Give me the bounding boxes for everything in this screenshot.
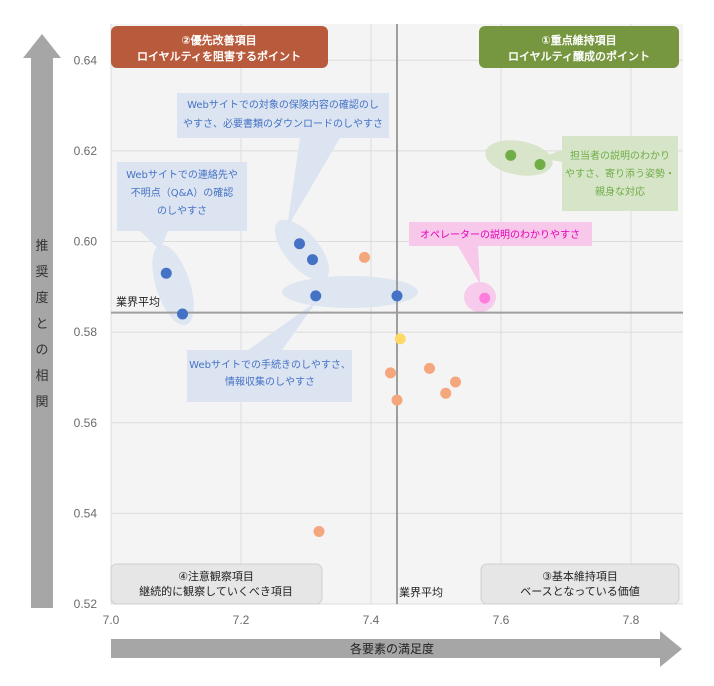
data-point-s0-0: [160, 267, 172, 279]
callout-web-contact-line: 不明点（Q&A）の確認: [131, 186, 234, 199]
x-tick-label: 7.2: [233, 613, 250, 627]
y-tick-labels: 0.52 0.54 0.56 0.58 0.60 0.62 0.64: [74, 53, 98, 611]
data-point-s3-4: [440, 387, 452, 399]
quadrant-q3-title: ③基本維持項目: [542, 569, 618, 583]
x-tick-label: 7.4: [363, 613, 380, 627]
callout-web-contact-line: Webサイトでの連絡先や: [126, 168, 238, 181]
data-point-s0-4: [310, 290, 322, 302]
data-point-s3-6: [313, 526, 325, 537]
callout-web-docs-line: やすさ、必要書類のダウンロードのしやすさ: [183, 117, 383, 130]
svg-text:推奨度との相関: 推奨度との相関: [35, 239, 48, 410]
data-point-s3-5: [450, 376, 461, 388]
callout-web-proc-line: Webサイトでの手続きのしやすさ、: [189, 358, 351, 371]
quadrant-q1-title: ①重点維持項目: [541, 33, 616, 47]
callout-web-proc: Webサイトでの手続きのしやすさ、情報収集のしやすさ: [189, 358, 351, 388]
quadrant-q3-subtitle: ベースとなっている価値: [520, 585, 640, 598]
data-point-s0-3: [307, 254, 318, 266]
quadrant-q3-box: [480, 563, 680, 605]
pointer-staff: [540, 150, 562, 162]
quadrant-q2-title: ②優先改善項目: [181, 33, 256, 47]
quadrant-q1: ①重点維持項目 ロイヤルティ醸成のポイント: [479, 26, 679, 68]
data-point-s0-5: [391, 290, 403, 302]
y-tick-label: 0.62: [74, 144, 98, 158]
x-tick-labels: 7.0 7.2 7.4 7.6 7.8: [103, 613, 640, 627]
x-average-label: 業界平均: [399, 586, 443, 599]
data-point-s3-2: [391, 394, 403, 406]
callout-box-web-docs: [177, 93, 389, 138]
quadrant-q3: ③基本維持項目 ベースとなっている価値: [480, 563, 680, 605]
y-axis-label: 推奨度との相関: [35, 239, 48, 410]
data-point-s3-1: [385, 367, 396, 379]
quadrant-labels: ②優先改善項目 ロイヤルティを阻害するポイント ①重点維持項目 ロイヤルティ醸成…: [110, 26, 680, 605]
y-tick-label: 0.56: [74, 416, 98, 430]
data-point-s1-0: [505, 149, 517, 161]
data-point-s3-0: [359, 251, 370, 263]
callout-box-web-contact: [117, 162, 247, 231]
x-tick-label: 7.6: [493, 613, 510, 627]
y-tick-label: 0.52: [74, 597, 98, 611]
callout-web-docs-line: Webサイトでの対象の保険内容の確認のし: [187, 98, 379, 111]
callout-web-contact-line: のしやすさ: [157, 205, 207, 217]
data-point-s1-1: [534, 158, 546, 170]
y-tick-label: 0.54: [74, 506, 98, 520]
ellipse-web-docs: [274, 219, 330, 281]
quadrant-q2-subtitle: ロイヤルティを阻害するポイント: [137, 49, 301, 63]
callout-operator: オペレーターの説明のわかりやすさ: [420, 228, 580, 241]
callout-staff-line: 親身な対応: [595, 185, 645, 198]
callout-staff-line: 担当者の説明のわかり: [570, 149, 670, 162]
quadrant-q4: ④注意観察項目 継続的に観察していくべき項目: [110, 563, 323, 605]
quadrant-q2: ②優先改善項目 ロイヤルティを阻害するポイント: [111, 26, 328, 68]
ellipse-web-contact: [152, 244, 194, 326]
x-tick-label: 7.0: [103, 613, 120, 627]
callout-box-staff: [562, 136, 678, 211]
y-tick-label: 0.60: [74, 235, 98, 249]
callout-staff-line: やすさ、寄り添う姿勢・: [565, 167, 675, 180]
x-axis-label: 各要素の満足度: [350, 641, 434, 656]
callout-box-operator: [409, 222, 592, 246]
callout-web-proc-line: 情報収集のしやすさ: [225, 375, 315, 388]
pointer-web-contact: [140, 231, 168, 250]
quadrant-q4-subtitle: 継続的に観察していくべき項目: [139, 584, 293, 598]
x-tick-label: 7.8: [623, 613, 640, 627]
callout-box-web-proc: [187, 350, 352, 402]
y-average-label: 業界平均: [116, 296, 160, 309]
data-point-s0-1: [177, 308, 188, 320]
quadrant-q2-box: [111, 26, 328, 68]
quadrant-q4-box: [110, 563, 323, 605]
data-point-s3-3: [424, 362, 435, 374]
y-tick-label: 0.58: [74, 325, 98, 339]
data-point-s0-2: [294, 238, 305, 250]
quadrant-q4-title: ④注意観察項目: [178, 569, 254, 583]
callout-operator-line: オペレーターの説明のわかりやすさ: [420, 228, 580, 241]
pointer-operator: [458, 246, 480, 284]
y-tick-label: 0.64: [74, 53, 98, 67]
data-point-s4-0: [394, 333, 406, 345]
quadrant-q1-box: [479, 26, 679, 68]
data-point-s2-0: [479, 292, 491, 304]
y-axis-arrow: [23, 34, 61, 608]
data-points: [160, 149, 546, 537]
x-axis-arrow: [111, 631, 682, 667]
quadrant-q1-subtitle: ロイヤルティ醸成のポイント: [508, 49, 650, 63]
pointer-web-docs: [287, 138, 340, 228]
